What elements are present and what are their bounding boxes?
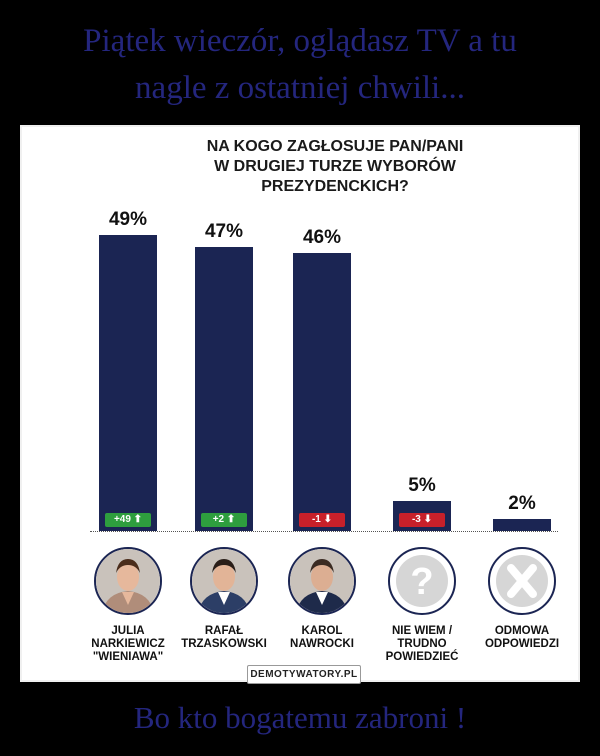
category-label: KAROL NAWROCKI xyxy=(262,625,382,651)
meme-title-line1: Piątek wieczór, oglądasz TV a tu xyxy=(83,23,517,59)
meme-title-line2: nagle z ostatniej chwili... xyxy=(135,70,465,106)
chart-baseline xyxy=(90,531,558,532)
data-label: 46% xyxy=(302,227,342,248)
category-label-line: TRUDNO xyxy=(397,638,447,650)
bar xyxy=(99,235,157,531)
bar xyxy=(493,519,551,531)
change-badge: +49 ⬆ xyxy=(105,513,151,527)
category-label-line: JULIA xyxy=(111,625,145,637)
svg-text:?: ? xyxy=(410,561,433,603)
category-label-line: RAFAŁ xyxy=(204,625,244,637)
data-label: 5% xyxy=(408,475,436,496)
candidate-photo xyxy=(94,547,162,615)
bar xyxy=(293,253,351,531)
category-label-line: NAWROCKI xyxy=(290,638,354,650)
chart-panel: NA KOGO ZAGŁOSUJE PAN/PANI W DRUGIEJ TUR… xyxy=(22,127,578,680)
watermark: DEMOTYWATORY.PL xyxy=(247,665,361,684)
data-label: 47% xyxy=(204,221,244,242)
category-label-line: POWIEDZIEĆ xyxy=(385,651,459,663)
chart-title-line3: PREZYDENCKICH? xyxy=(261,178,409,195)
category-label: JULIA NARKIEWICZ "WIENIAWA" xyxy=(68,625,188,664)
bar xyxy=(195,247,253,531)
candidate-photo xyxy=(288,547,356,615)
category-label-line: KAROL xyxy=(301,625,343,637)
category-label-line: TRZASKOWSKI xyxy=(181,638,267,650)
chart-title-line2: W DRUGIEJ TURZE WYBORÓW xyxy=(214,158,456,175)
category-label-line: NIE WIEM / xyxy=(391,625,453,637)
change-badge: +2 ⬆ xyxy=(201,513,247,527)
category-label: ODMOWA ODPOWIEDZI xyxy=(462,625,582,651)
candidate-photo xyxy=(190,547,258,615)
x-icon xyxy=(488,547,556,615)
image-frame: NA KOGO ZAGŁOSUJE PAN/PANI W DRUGIEJ TUR… xyxy=(20,125,580,684)
data-label: 49% xyxy=(108,209,148,230)
category-label-line: NARKIEWICZ xyxy=(91,638,165,650)
change-badge: -1 ⬇ xyxy=(299,513,345,527)
chart-title-line1: NA KOGO ZAGŁOSUJE PAN/PANI xyxy=(206,138,464,155)
category-label: NIE WIEM / TRUDNO POWIEDZIEĆ xyxy=(362,625,482,664)
category-label-line: "WIENIAWA" xyxy=(92,651,164,663)
category-label-line: ODMOWA xyxy=(494,625,550,637)
change-badge: -3 ⬇ xyxy=(399,513,445,527)
question-icon: ? xyxy=(388,547,456,615)
meme-subtitle: Bo kto bogatemu zabroni ! xyxy=(133,700,467,735)
category-label-line: ODPOWIEDZI xyxy=(484,638,560,650)
data-label: 2% xyxy=(508,493,536,514)
meme-title: Piątek wieczór, oglądasz TV a tu nagle z… xyxy=(0,18,600,112)
category-label: RAFAŁ TRZASKOWSKI xyxy=(164,625,284,651)
chart-title: NA KOGO ZAGŁOSUJE PAN/PANI W DRUGIEJ TUR… xyxy=(22,137,578,197)
